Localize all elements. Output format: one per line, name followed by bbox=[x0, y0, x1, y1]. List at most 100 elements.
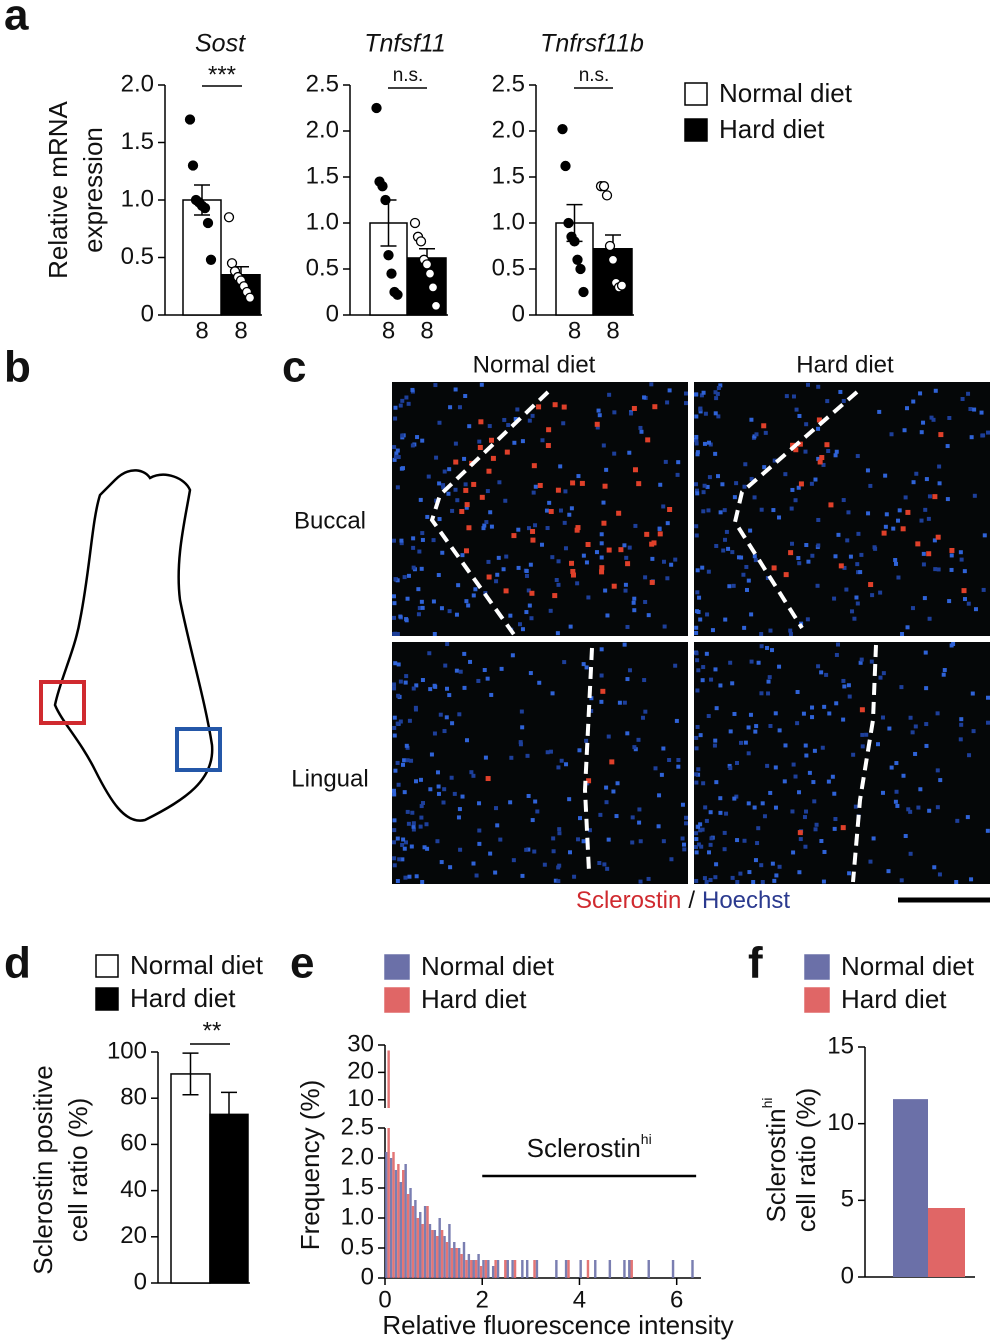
cell-dot bbox=[768, 723, 773, 728]
cell-dot bbox=[495, 572, 500, 577]
cell-dot bbox=[694, 735, 699, 740]
cell-dot-red bbox=[561, 404, 567, 410]
cell-dot bbox=[745, 587, 750, 592]
cell-dot-red bbox=[618, 547, 624, 553]
cell-dot bbox=[784, 394, 789, 399]
data-point bbox=[601, 190, 613, 201]
cell-dot bbox=[684, 821, 688, 826]
cell-dot bbox=[937, 872, 942, 877]
cell-dot bbox=[392, 538, 397, 543]
cell-dot bbox=[777, 664, 782, 669]
y-tick-label: 2.0 bbox=[492, 116, 525, 143]
cell-dot bbox=[520, 725, 525, 730]
legend-label: Hard diet bbox=[719, 114, 825, 144]
cell-dot bbox=[450, 721, 455, 726]
cell-dot bbox=[718, 810, 723, 815]
cell-dot bbox=[742, 484, 747, 489]
cell-dot-red bbox=[616, 510, 622, 516]
cell-dot bbox=[533, 799, 538, 804]
cell-dot bbox=[665, 521, 670, 526]
bar bbox=[397, 1164, 400, 1278]
cell-dot bbox=[860, 744, 865, 749]
cell-dot bbox=[463, 394, 468, 399]
cell-dot bbox=[518, 740, 523, 745]
x-tick-label: 8 bbox=[420, 317, 433, 344]
cell-dot bbox=[576, 474, 581, 479]
cell-dot bbox=[908, 851, 913, 856]
cell-dot bbox=[797, 790, 802, 795]
cell-dot bbox=[819, 839, 824, 844]
cell-dot bbox=[941, 672, 946, 677]
cell-dot-red bbox=[537, 482, 543, 488]
cell-dot bbox=[501, 567, 506, 572]
cell-dot-red bbox=[570, 572, 576, 578]
cell-dot bbox=[464, 505, 469, 510]
cell-dot bbox=[637, 820, 642, 825]
cell-dot bbox=[612, 451, 617, 456]
cell-dot bbox=[713, 875, 718, 880]
cell-dot bbox=[446, 491, 451, 496]
cell-dot bbox=[971, 729, 976, 734]
y-tick-label: 0.5 bbox=[341, 1233, 374, 1260]
cell-dot bbox=[627, 545, 632, 550]
cell-dot bbox=[713, 667, 718, 672]
cell-dot bbox=[966, 391, 971, 396]
panel-letter: b bbox=[4, 343, 31, 392]
cell-dot bbox=[520, 439, 525, 444]
legend-label: Normal diet bbox=[841, 951, 975, 981]
cell-dot bbox=[736, 555, 741, 560]
cell-dot-red bbox=[915, 541, 921, 547]
y-tick-label: 80 bbox=[120, 1084, 147, 1111]
bar bbox=[450, 1248, 454, 1278]
cell-dot bbox=[804, 753, 809, 758]
cell-dot bbox=[443, 663, 448, 668]
cell-dot-red bbox=[464, 502, 470, 508]
cell-dot bbox=[510, 653, 515, 658]
cell-dot bbox=[673, 557, 678, 562]
cell-dot bbox=[444, 715, 449, 720]
cell-dot bbox=[487, 424, 492, 429]
caption-red: Sclerostin bbox=[576, 887, 681, 914]
cell-dot-red bbox=[868, 582, 874, 588]
cell-dot bbox=[516, 565, 521, 570]
bar bbox=[436, 1236, 439, 1278]
cell-dot bbox=[694, 441, 699, 446]
cell-dot-red bbox=[463, 548, 469, 554]
cell-dot bbox=[409, 844, 414, 849]
cell-dot bbox=[485, 676, 490, 681]
y-tick-label: 2.0 bbox=[341, 1143, 374, 1170]
cell-dot bbox=[633, 523, 638, 528]
cell-dot bbox=[458, 847, 463, 852]
cell-dot bbox=[903, 495, 908, 500]
data-point bbox=[371, 102, 382, 114]
cell-dot bbox=[462, 651, 467, 656]
cell-dot bbox=[638, 879, 643, 884]
bar bbox=[521, 1260, 524, 1278]
cell-dot-red bbox=[828, 502, 834, 508]
cell-dot-red bbox=[570, 480, 576, 486]
cell-dot bbox=[816, 664, 821, 669]
cell-dot bbox=[462, 456, 467, 461]
cell-dot bbox=[400, 842, 405, 847]
cell-dot bbox=[712, 743, 717, 748]
cell-dot bbox=[777, 728, 782, 733]
cell-dot bbox=[746, 725, 751, 730]
bar bbox=[594, 1260, 597, 1278]
cell-dot bbox=[945, 497, 950, 502]
cell-dot bbox=[783, 472, 788, 477]
cell-dot bbox=[809, 481, 814, 486]
cell-dot bbox=[958, 550, 963, 555]
cell-dot bbox=[704, 818, 709, 823]
cell-dot bbox=[457, 405, 462, 410]
cell-dot bbox=[663, 459, 668, 464]
cell-dot-red bbox=[649, 579, 655, 585]
cell-dot bbox=[445, 642, 450, 647]
cell-dot bbox=[520, 627, 525, 632]
cell-dot bbox=[458, 669, 463, 674]
legend-swatch bbox=[804, 954, 830, 980]
cell-dot bbox=[563, 489, 568, 494]
error-bar bbox=[182, 1052, 199, 1096]
cell-dot bbox=[765, 763, 770, 768]
cell-dot bbox=[414, 874, 419, 879]
cell-dot bbox=[924, 743, 929, 748]
